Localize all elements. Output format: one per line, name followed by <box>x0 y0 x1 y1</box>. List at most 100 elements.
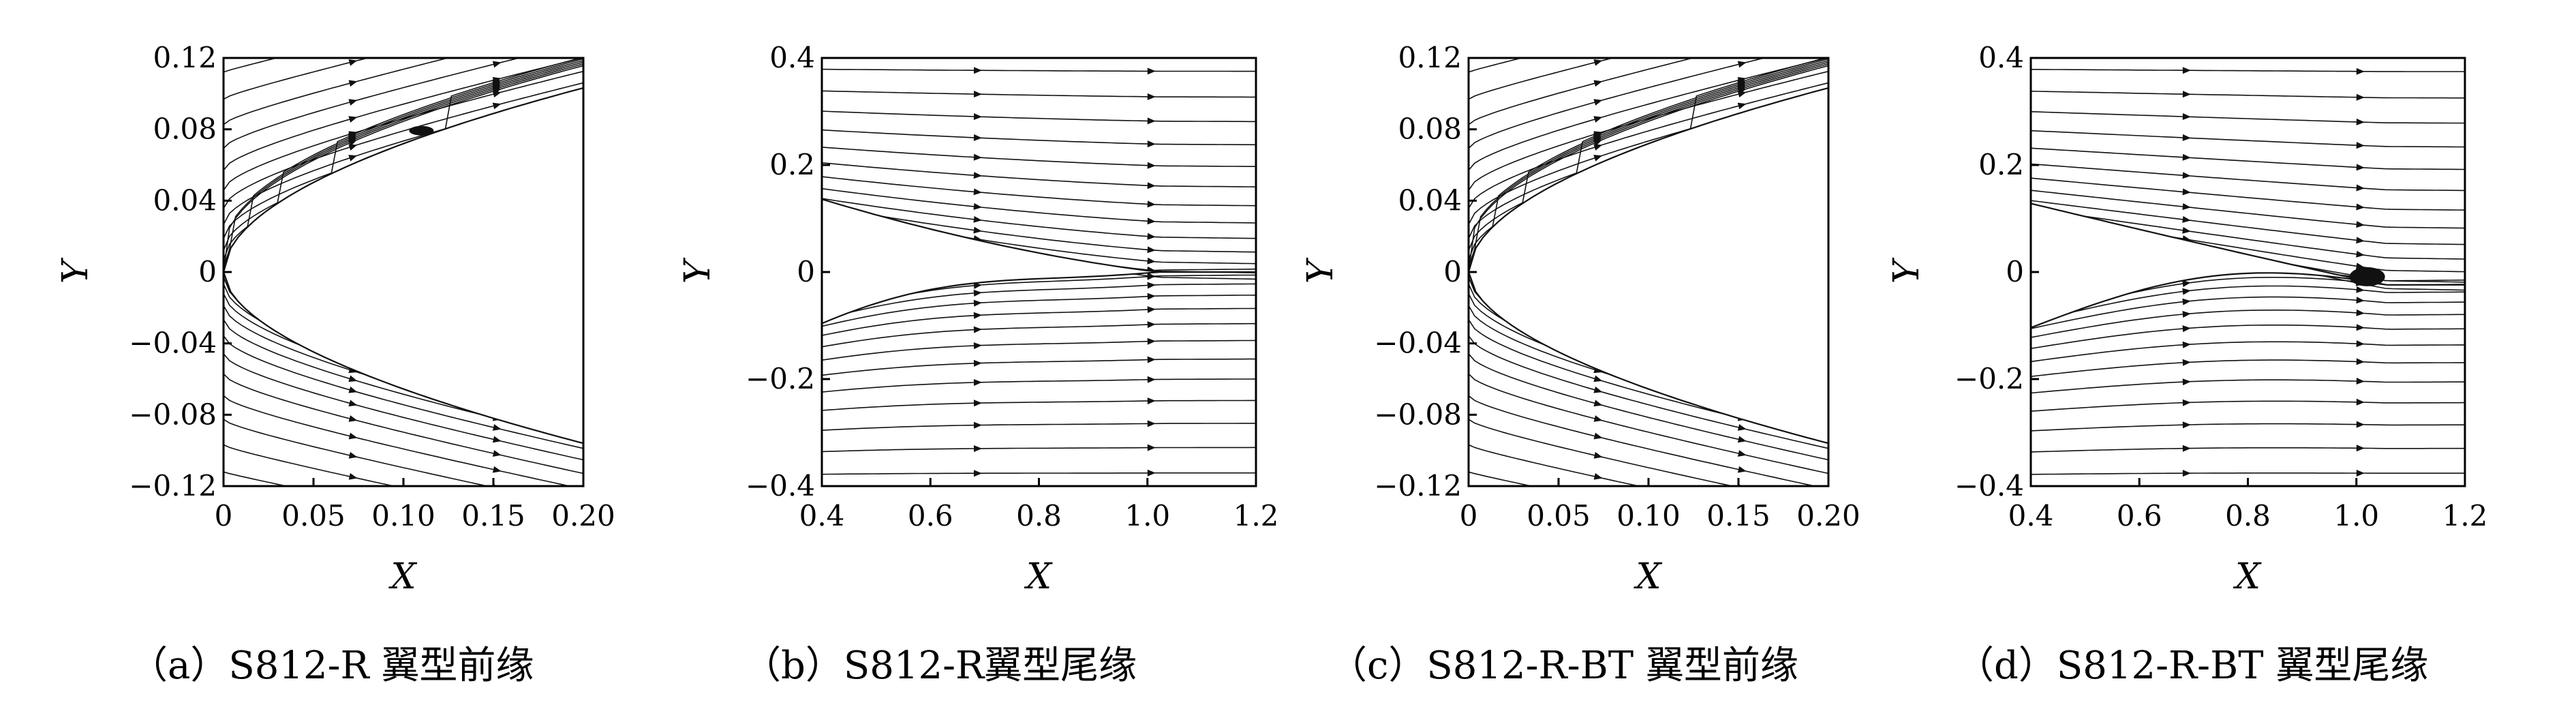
flow-arrow <box>2356 164 2365 171</box>
y-axis-label: Y <box>1886 257 1927 284</box>
streamline <box>822 400 1256 411</box>
flow-arrow <box>348 155 358 162</box>
flow-arrow <box>348 116 358 123</box>
flow-arrow <box>2356 67 2365 75</box>
flow-arrow <box>1737 450 1747 457</box>
flow-arrow <box>973 312 982 319</box>
flow-arrow <box>1737 424 1747 431</box>
streamline <box>822 295 1256 327</box>
streamline <box>224 70 583 191</box>
panel-caption: （d）S812-R-BT 翼型尾缘 <box>1956 644 2428 688</box>
y-axis-label: Y <box>677 257 718 284</box>
flow-arrow <box>348 415 358 422</box>
streamline <box>822 358 1256 376</box>
streamline <box>2031 341 2465 363</box>
streamline <box>224 444 397 486</box>
flow-arrow <box>492 466 502 473</box>
flow-arrow <box>974 67 982 74</box>
streamline <box>2031 177 2465 211</box>
y-tick-label: −0.08 <box>129 397 217 431</box>
flow-arrow <box>1147 257 1156 265</box>
flow-arrow <box>493 23 502 30</box>
streamline <box>1469 63 1828 268</box>
flow-arrow <box>348 144 358 151</box>
streamline <box>224 60 583 251</box>
streamline <box>1469 70 1828 191</box>
y-tick-label: −0.12 <box>129 469 217 502</box>
airfoil-surface <box>2031 202 2465 329</box>
streamline <box>822 110 1256 123</box>
flow-arrow <box>1593 432 1603 440</box>
flow-arrow <box>2182 341 2191 348</box>
flow-arrow <box>1737 76 1747 84</box>
flow-arrow <box>973 421 982 429</box>
flow-arrow <box>973 113 982 120</box>
x-axis-label: X <box>1633 556 1662 597</box>
streamline <box>2031 111 2465 124</box>
streamline <box>1469 58 1524 73</box>
flow-arrow <box>1593 400 1603 407</box>
streamline <box>1469 395 1818 486</box>
flow-arrow <box>1147 376 1156 383</box>
y-tick-label: 0 <box>1443 255 1462 288</box>
flow-arrow <box>1737 466 1747 473</box>
x-tick-label: 0.05 <box>281 499 346 532</box>
flow-arrow <box>1593 59 1603 66</box>
flow-arrow <box>2356 237 2365 244</box>
y-tick-label: 0.12 <box>153 41 217 74</box>
streamline <box>2031 91 2465 99</box>
flow-arrow <box>1147 200 1156 208</box>
flow-arrow <box>1738 43 1747 50</box>
streamline <box>2031 309 2465 338</box>
y-tick-label: 0.2 <box>769 148 815 181</box>
flow-arrow <box>2182 298 2191 305</box>
x-tick-label: 0.4 <box>799 499 845 532</box>
streamline <box>2031 208 2465 260</box>
streamline <box>822 90 1256 98</box>
streamline <box>224 65 583 272</box>
panel-caption: （b）S812-R翼型尾缘 <box>743 644 1137 688</box>
streamline <box>224 58 279 73</box>
flow-arrow <box>492 76 502 84</box>
flow-arrow <box>492 436 502 443</box>
flow-arrow <box>1593 375 1603 382</box>
flow-arrow <box>1147 246 1156 254</box>
streamline <box>2031 200 2465 245</box>
separation-vortex <box>409 125 434 136</box>
streamline <box>2031 423 2465 432</box>
x-tick-label: 0.4 <box>2008 499 2054 532</box>
streamline <box>822 205 1256 253</box>
flow-arrow <box>973 134 982 141</box>
streamline <box>1469 65 1828 272</box>
flow-arrow <box>2356 398 2365 406</box>
streamline <box>224 58 370 100</box>
flow-arrow <box>1147 67 1156 75</box>
x-tick-label: 0.10 <box>371 499 435 532</box>
flow-arrow <box>1738 23 1747 30</box>
x-tick-label: 0.20 <box>551 499 615 532</box>
streamline <box>822 472 1256 475</box>
flow-arrow <box>493 43 502 50</box>
streamline <box>822 378 1256 393</box>
flow-arrow <box>1147 306 1156 314</box>
flow-arrow <box>2356 286 2365 293</box>
streamline <box>1469 58 1696 125</box>
y-tick-label: 0.08 <box>153 112 217 146</box>
flow-arrow <box>2182 188 2191 196</box>
flow-arrow <box>2182 67 2191 74</box>
flow-arrow <box>2182 445 2191 452</box>
flow-arrow <box>974 470 982 477</box>
flow-arrow <box>1147 140 1156 148</box>
flow-arrow <box>1147 93 1156 100</box>
x-axis-label: X <box>1024 556 1053 597</box>
streamline <box>2031 190 2465 229</box>
flow-arrow <box>2182 203 2191 210</box>
streamline <box>822 447 1256 453</box>
x-tick-label: 0.15 <box>461 499 525 532</box>
flow-arrow <box>2356 184 2365 192</box>
flow-arrow <box>2182 470 2191 477</box>
flow-arrow <box>973 299 982 307</box>
flow-arrow <box>1594 37 1603 44</box>
flow-arrow <box>1147 469 1156 477</box>
separation-vortex <box>2349 267 2385 286</box>
